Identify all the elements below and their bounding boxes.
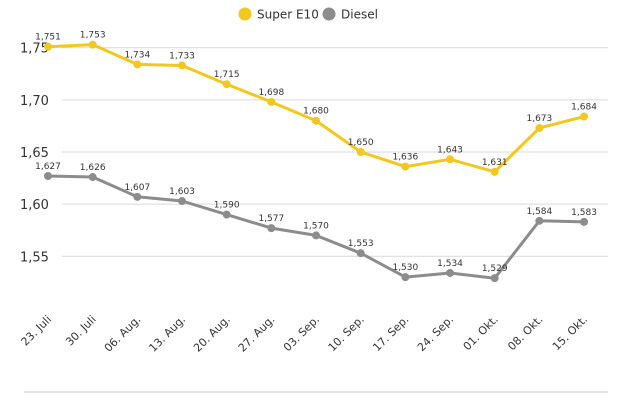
data-point-super-e10 [356,148,365,157]
series-super-e10: 1,751 1,753 1,734 1,733 1,715 1,698 1,680 1,650… [35,31,597,176]
data-point-super-e10 [446,155,455,164]
data-label-diesel: 1,584 [526,207,552,217]
x-tick-label: 17. Sep. [370,313,411,354]
x-tick-label: 06. Aug. [102,313,144,355]
data-label-super-e10: 1,650 [348,138,374,148]
data-point-diesel [580,217,589,226]
data-point-super-e10 [312,116,321,125]
y-tick-label: 1,75 [20,42,49,57]
x-tick-label: 08. Okt. [505,313,545,353]
data-label-diesel: 1,570 [303,221,329,231]
data-point-diesel [133,192,142,201]
y-axis-ticks: 1,55 1,60 1,65 1,70 1,75 [20,42,49,266]
data-point-super-e10 [401,162,410,171]
legend-label-super-e10: Super E10 [257,8,319,22]
x-tick-label: 13. Aug. [146,313,188,355]
data-label-diesel: 1,530 [392,263,418,273]
y-tick-label: 1,65 [20,146,49,161]
legend-label-diesel: Diesel [341,8,378,22]
data-label-diesel: 1,626 [80,163,106,173]
data-label-super-e10: 1,680 [303,107,329,117]
series-diesel: 1,627 1,626 1,607 1,603 1,590 1,577 1,570 1,553… [35,162,597,283]
data-point-super-e10 [267,97,276,106]
data-label-super-e10: 1,631 [482,158,508,168]
x-tick-label: 30. Juli [63,313,99,349]
data-point-diesel [401,273,410,282]
data-label-diesel: 1,553 [348,239,374,249]
data-point-super-e10 [178,61,187,70]
data-label-super-e10: 1,751 [35,33,61,43]
data-label-super-e10: 1,734 [124,50,150,60]
data-label-diesel: 1,534 [437,259,463,269]
y-tick-label: 1,70 [20,94,49,109]
data-point-diesel [88,173,97,182]
data-label-diesel: 1,529 [482,264,508,274]
x-tick-label: 01. Okt. [461,313,501,353]
x-tick-label: 20. Aug. [191,313,233,355]
legend-marker-super-e10 [238,7,252,21]
data-point-super-e10 [535,124,544,133]
data-label-super-e10: 1,753 [80,31,106,41]
grid-lines [62,47,608,257]
data-label-diesel: 1,627 [35,162,61,172]
data-point-diesel [490,274,499,283]
x-tick-label: 27. Aug. [236,313,278,355]
x-tick-label: 23. Juli [19,313,55,349]
data-point-diesel [535,216,544,225]
series-layer: 1,751 1,753 1,734 1,733 1,715 1,698 1,680 1,650… [35,31,597,283]
data-label-diesel: 1,577 [258,214,284,224]
data-label-super-e10: 1,673 [526,114,552,124]
x-tick-label: 15. Okt. [550,313,590,353]
data-label-super-e10: 1,636 [392,153,418,163]
data-point-super-e10 [133,60,142,69]
data-point-diesel [356,249,365,258]
x-tick-label: 10. Sep. [326,313,367,354]
data-label-super-e10: 1,643 [437,145,463,155]
data-label-diesel: 1,583 [571,208,597,218]
data-point-diesel [178,197,187,206]
data-point-super-e10 [490,167,499,176]
x-axis-ticks: 23. Juli 30. Juli 06. Aug. 13. Aug. 20. Aug.… [19,313,591,355]
data-point-super-e10 [88,40,97,49]
data-point-super-e10 [580,112,589,121]
data-point-diesel [44,171,52,180]
data-label-diesel: 1,607 [124,183,150,193]
legend-item-diesel: Diesel [322,7,378,22]
data-point-super-e10 [44,42,52,51]
data-point-super-e10 [222,80,231,89]
x-tick-label: 03. Sep. [281,313,322,354]
data-label-diesel: 1,590 [214,201,240,211]
data-point-diesel [267,224,276,233]
data-label-super-e10: 1,715 [214,70,240,80]
y-tick-label: 1,60 [20,198,49,213]
y-tick-label: 1,55 [20,250,49,265]
data-label-super-e10: 1,733 [169,51,195,61]
legend-item-super-e10: Super E10 [238,7,319,22]
data-point-diesel [312,231,321,240]
legend: Super E10 Diesel [238,7,378,22]
data-point-diesel [222,210,231,219]
data-label-diesel: 1,603 [169,187,195,197]
legend-marker-diesel [322,7,336,21]
data-label-super-e10: 1,684 [571,103,597,113]
data-point-diesel [446,268,455,277]
x-tick-label: 24. Sep. [415,313,456,354]
data-label-super-e10: 1,698 [258,88,284,98]
